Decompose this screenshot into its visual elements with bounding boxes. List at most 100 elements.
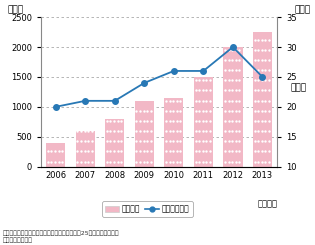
Point <box>233 68 238 72</box>
Point <box>204 129 209 133</box>
Point <box>252 78 257 82</box>
Point <box>112 159 117 163</box>
Point <box>141 159 146 163</box>
Point <box>263 129 268 133</box>
Point <box>167 159 172 163</box>
Point <box>207 88 212 92</box>
Point <box>207 98 212 102</box>
Point <box>82 159 87 163</box>
Point <box>145 149 150 153</box>
Point <box>115 139 120 143</box>
Point <box>115 159 120 163</box>
Point <box>108 139 113 143</box>
Point <box>197 109 202 113</box>
Point <box>148 149 153 153</box>
Point <box>148 129 153 133</box>
Point <box>230 139 235 143</box>
Point <box>263 37 268 41</box>
Point <box>226 139 231 143</box>
Point <box>112 129 117 133</box>
Point <box>200 98 205 102</box>
Point <box>226 129 231 133</box>
Point <box>226 149 231 153</box>
Point <box>263 58 268 62</box>
Point <box>223 119 228 123</box>
Point <box>263 159 268 163</box>
Point <box>259 78 264 82</box>
Point <box>226 68 231 72</box>
Point <box>86 159 91 163</box>
Point <box>226 109 231 113</box>
Point <box>138 129 143 133</box>
Point <box>134 129 139 133</box>
Point <box>193 159 198 163</box>
Point <box>163 98 169 102</box>
Point <box>115 149 120 153</box>
Point <box>193 98 198 102</box>
Point <box>230 129 235 133</box>
Point <box>89 149 94 153</box>
Point <box>259 37 264 41</box>
Bar <box>135 101 154 167</box>
Point <box>237 48 242 52</box>
Point <box>204 149 209 153</box>
Point <box>256 159 261 163</box>
Point <box>223 129 228 133</box>
Point <box>197 119 202 123</box>
Point <box>252 37 257 41</box>
Point <box>171 129 176 133</box>
Point <box>237 129 242 133</box>
Point <box>200 78 205 82</box>
Point <box>138 139 143 143</box>
Point <box>200 139 205 143</box>
Point <box>115 129 120 133</box>
Point <box>237 119 242 123</box>
Point <box>108 119 113 123</box>
Point <box>204 88 209 92</box>
Point <box>226 98 231 102</box>
Point <box>178 109 183 113</box>
Point <box>171 159 176 163</box>
Point <box>230 159 235 163</box>
Point <box>115 119 120 123</box>
Point <box>204 109 209 113</box>
Point <box>263 78 268 82</box>
Point <box>263 68 268 72</box>
Point <box>223 48 228 52</box>
Point <box>108 149 113 153</box>
Point <box>148 109 153 113</box>
Point <box>53 149 58 153</box>
Point <box>237 149 242 153</box>
Point <box>108 129 113 133</box>
Point <box>263 149 268 153</box>
Point <box>237 58 242 62</box>
Point <box>259 58 264 62</box>
Point <box>112 149 117 153</box>
Point <box>233 129 238 133</box>
Point <box>141 129 146 133</box>
Point <box>233 149 238 153</box>
Point <box>223 88 228 92</box>
Text: 資料）北海道体験移住「ちょっと暮らし」平成25年度実績より国土
　　　交通省作成: 資料）北海道体験移住「ちょっと暮らし」平成25年度実績より国土 交通省作成 <box>3 231 120 243</box>
Point <box>237 139 242 143</box>
Text: （日）: （日） <box>294 5 310 14</box>
Point <box>119 129 124 133</box>
Point <box>266 159 271 163</box>
Point <box>134 159 139 163</box>
Point <box>75 159 80 163</box>
Point <box>148 119 153 123</box>
Point <box>174 119 179 123</box>
Bar <box>223 47 243 167</box>
Point <box>256 98 261 102</box>
Point <box>105 129 110 133</box>
Point <box>178 159 183 163</box>
Point <box>259 48 264 52</box>
Point <box>237 88 242 92</box>
Point <box>226 48 231 52</box>
Point <box>82 149 87 153</box>
Point <box>167 119 172 123</box>
Point <box>178 98 183 102</box>
Point <box>141 149 146 153</box>
Point <box>134 149 139 153</box>
Point <box>145 159 150 163</box>
